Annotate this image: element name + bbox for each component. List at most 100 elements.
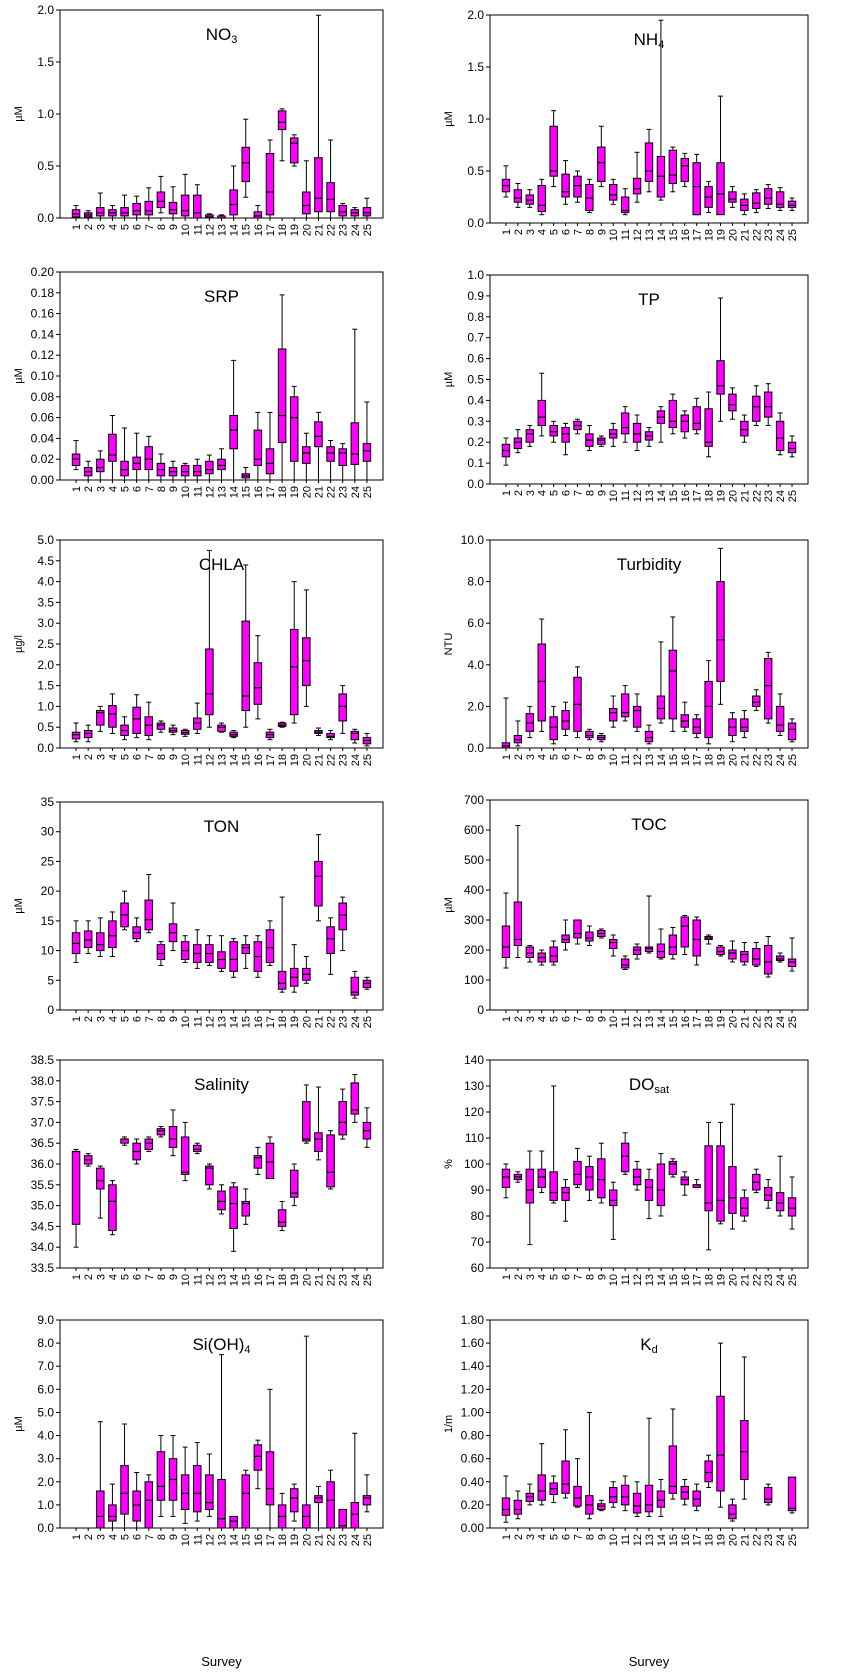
x-tick-label: 4 [537,1016,549,1022]
y-tick-label: 500 [464,853,484,867]
y-tick-label: 0.06 [31,411,55,425]
box [549,1171,558,1201]
y-tick-label: 0.0 [37,211,54,225]
x-tick-label: 3 [95,754,107,760]
x-tick-label: 21 [313,486,325,498]
x-tick-label: 4 [537,1534,549,1540]
y-tick-label: 1.5 [37,55,54,69]
box [525,429,534,443]
x-tick-label: 7 [144,486,156,492]
x-tick-label: 19 [289,1274,301,1286]
box [277,970,287,990]
x-tick-label: 10 [180,486,192,498]
x-tick-label: 22 [751,490,763,502]
box [728,1166,737,1214]
x-tick-label: 25 [787,1274,799,1286]
box [775,1192,785,1212]
x-tick-label: 18 [277,754,289,766]
x-tick-label: 16 [680,1534,692,1546]
x-tick-label: 25 [362,754,374,766]
x-tick-label: 14 [229,1274,241,1286]
box [668,149,678,184]
x-tick-label: 7 [572,490,584,496]
box [620,412,630,435]
box [764,945,773,975]
box [537,643,546,722]
x-tick-label: 22 [751,754,763,766]
chart-panel: 0.00 0.02 0.04 0.06 0.08 0.10 0.12 0.14 0.16 0.18… [13,265,384,498]
y-tick-label: 0.12 [31,348,55,362]
box [692,406,701,431]
x-tick-label: 11 [620,490,632,501]
x-tick-label: 16 [253,1534,265,1546]
box [277,110,287,131]
x-tick-label: 25 [787,1534,799,1546]
y-tick-label: 37.0 [31,1115,55,1129]
y-tick-label: 0.18 [31,286,55,300]
x-tick-label: 23 [763,490,775,502]
x-tick-label: 11 [620,1274,632,1285]
x-tick-label: 7 [572,1274,584,1280]
box [265,1142,275,1180]
y-tick-label: 0.60 [461,1452,485,1466]
x-tick-label: 15 [241,1274,253,1286]
x-tick-label: 25 [787,490,799,502]
chart-title: Turbidity [617,555,682,574]
box [632,946,642,955]
x-tick-label: 13 [217,486,229,498]
box [537,1168,546,1188]
x-tick-label: 6 [132,1534,144,1540]
y-tick-label: 5 [47,973,54,987]
box [787,200,797,208]
x-tick-label: 19 [716,490,728,502]
y-tick-label: 4.5 [37,554,54,568]
x-tick-label: 18 [277,1534,289,1546]
x-tick-label: 6 [561,1016,573,1022]
box [132,1490,141,1522]
x-tick-label: 5 [120,754,132,760]
x-tick-label: 18 [277,224,289,236]
box [644,1179,654,1201]
x-tick-label: 5 [549,229,561,235]
x-tick-label: 12 [204,754,216,766]
x-tick-label: 22 [751,1534,763,1546]
box [680,158,689,182]
box [302,446,311,464]
x-tick-label: 23 [763,229,775,241]
y-tick-label: 0.0 [37,1521,54,1535]
x-tick-label: 20 [727,490,739,502]
x-axis-label: Survey [629,1654,670,1669]
box [609,1487,618,1504]
x-tick-label: 17 [692,754,704,766]
y-tick-label: 0.04 [31,431,55,445]
box [537,185,546,213]
x-tick-label: 20 [301,224,313,236]
y-tick-label: 80 [471,1209,485,1223]
box [350,422,360,465]
box [549,946,558,963]
x-tick-label: 13 [644,490,656,502]
box [573,1160,582,1186]
x-tick-label: 17 [265,224,277,236]
box [120,207,129,217]
box [289,628,299,716]
chart-panel: 0.00.51.01.52.0µMNH412345678910111213141… [443,8,809,241]
y-tick-label: 0.0 [467,741,484,755]
x-tick-label: 23 [338,1274,350,1286]
box [108,1504,117,1522]
x-tick-label: 21 [313,224,325,236]
x-tick-label: 5 [549,754,561,760]
x-tick-label: 25 [787,229,799,241]
box [680,916,689,948]
box [144,899,154,931]
x-tick-label: 4 [537,490,549,496]
box [597,146,606,182]
x-tick-label: 6 [561,490,573,496]
box [96,1167,105,1190]
box [561,1186,570,1201]
x-tick-label: 11 [620,1534,632,1545]
x-tick-label: 17 [265,1534,277,1546]
x-tick-label: 12 [632,229,644,241]
box [205,1165,214,1186]
y-tick-label: 33.5 [31,1261,55,1275]
